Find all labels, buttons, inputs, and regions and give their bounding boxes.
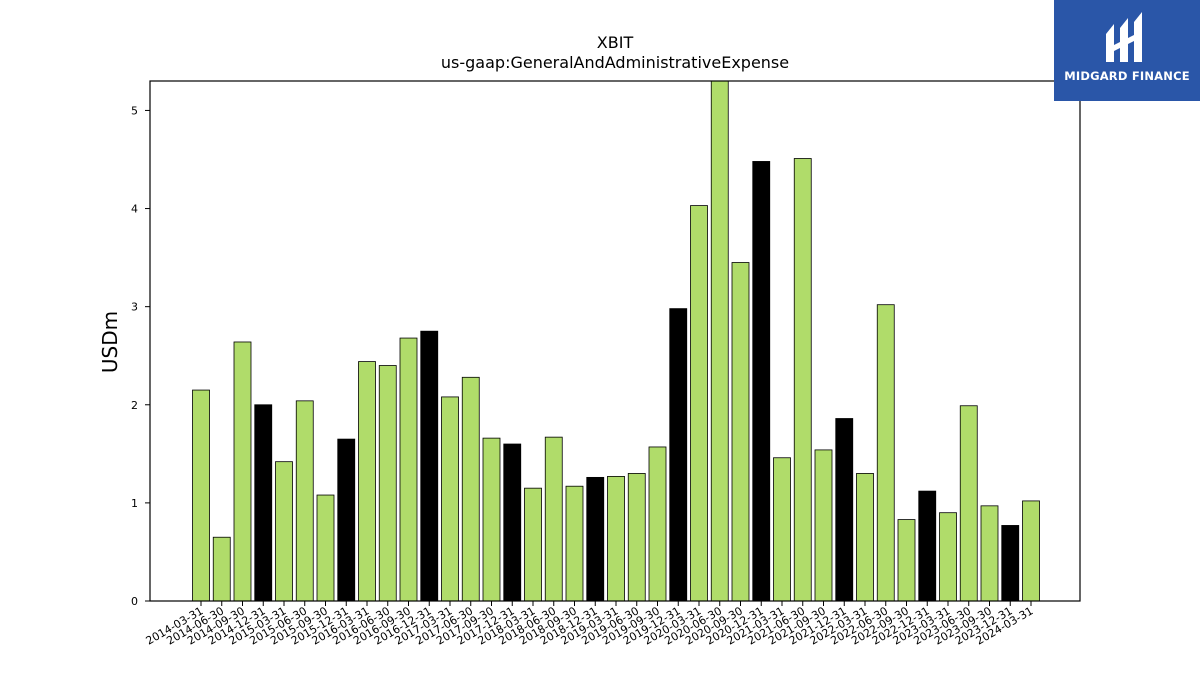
x-ticks-group: 2014-03-312014-06-302014-09-302014-12-31… — [144, 601, 1036, 648]
y-tick-label: 4 — [131, 203, 138, 216]
y-tick-label: 0 — [131, 595, 138, 608]
bar-2023-12-31 — [1001, 525, 1020, 602]
y-axis-label: USDm — [98, 311, 122, 373]
bar-2018-09-30 — [565, 485, 584, 602]
bar-2017-12-31 — [503, 443, 522, 602]
bar-2021-06-30 — [793, 158, 812, 602]
bar-2014-12-31 — [254, 404, 273, 602]
bar-2023-09-30 — [980, 505, 999, 602]
bar-2014-09-30 — [233, 341, 252, 602]
plot-frame — [149, 80, 1081, 602]
bar-2014-06-30 — [212, 536, 231, 602]
bar-2019-12-31 — [669, 308, 688, 602]
bar-2017-06-30 — [461, 376, 480, 602]
bars-group — [192, 80, 1040, 602]
bar-2020-12-31 — [752, 161, 771, 602]
bar-2019-09-30 — [648, 446, 667, 602]
bar-2016-12-31 — [420, 330, 439, 602]
bar-2022-03-31 — [856, 473, 874, 602]
y-ticks-group: 0 1 2 3 4 5 — [131, 104, 150, 608]
bar-2015-12-31 — [337, 438, 356, 602]
bar-2018-12-31 — [586, 476, 605, 602]
bar-2020-09-30 — [731, 262, 750, 602]
bar-2021-03-31 — [773, 457, 791, 602]
bar-2017-09-30 — [482, 437, 501, 602]
bar-2024-03-31 — [1022, 500, 1040, 602]
bar-2015-06-30 — [295, 400, 314, 602]
y-tick-label: 1 — [131, 497, 138, 510]
bar-2022-06-30 — [876, 304, 895, 602]
bar-2018-03-31 — [524, 487, 542, 602]
y-tick-label: 3 — [131, 301, 138, 314]
bar-2016-03-31 — [358, 361, 376, 602]
logo-text: MIDGARD FINANCE — [1064, 69, 1190, 83]
bar-2016-09-30 — [399, 337, 418, 602]
logo: MIDGARD FINANCE — [1054, 0, 1200, 101]
bar-2014-03-31 — [192, 389, 210, 602]
bar-2015-03-31 — [275, 461, 293, 602]
bar-2017-03-31 — [441, 396, 459, 602]
y-tick-label: 5 — [131, 104, 138, 117]
midgard-logo-icon — [1106, 12, 1142, 62]
bar-2019-06-30 — [627, 473, 646, 602]
y-tick-label: 2 — [131, 399, 138, 412]
bar-2015-09-30 — [316, 494, 335, 602]
bar-2020-03-31 — [690, 205, 708, 602]
bar-2020-06-30 — [710, 80, 729, 602]
chart-title: XBIT — [597, 33, 634, 52]
bar-2021-09-30 — [814, 449, 833, 602]
bar-2018-06-30 — [544, 436, 563, 602]
bar-2019-03-31 — [607, 475, 625, 602]
bar-2023-06-30 — [959, 405, 978, 602]
bar-2022-09-30 — [897, 519, 916, 602]
chart-subtitle: us-gaap:GeneralAndAdministrativeExpense — [441, 53, 789, 72]
bar-2021-12-31 — [835, 418, 854, 602]
bar-2022-12-31 — [918, 490, 937, 602]
bar-2023-03-31 — [939, 512, 957, 602]
bar-2016-06-30 — [378, 365, 397, 602]
